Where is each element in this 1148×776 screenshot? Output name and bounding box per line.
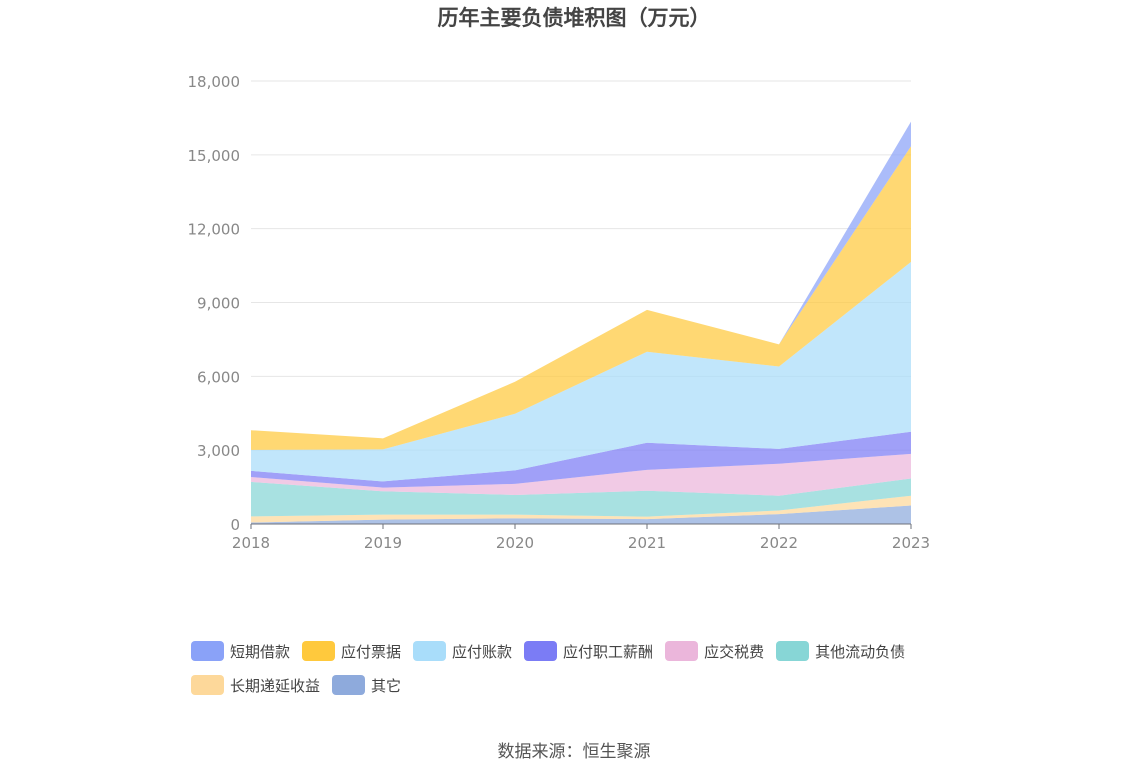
legend-label: 应交税费 (704, 642, 765, 661)
legend-label: 长期递延收益 (230, 676, 321, 695)
legend-swatch (524, 641, 558, 661)
stacked-area-chart: 0 3,000 6,000 9,000 12,000 15,000 18,000 2018 20… (188, 73, 931, 552)
legend-item-deferred-income[interactable]: 长期递延收益 (191, 674, 320, 696)
y-tick-label: 15,000 (188, 147, 241, 165)
y-tick-label: 18,000 (188, 73, 241, 91)
legend-label: 其它 (371, 676, 402, 695)
legend-swatch (191, 641, 224, 661)
legend-item-notes-payable[interactable]: 应付票据 (302, 640, 401, 662)
area-series (251, 453, 911, 496)
legend-item-payroll-payable[interactable]: 应付职工薪酬 (524, 640, 653, 662)
area-series (251, 261, 911, 482)
x-tick-label: 2021 (628, 534, 666, 552)
legend-swatch (332, 675, 366, 695)
legend-label: 应付账款 (452, 642, 513, 661)
y-tick-label: 6,000 (197, 368, 240, 386)
y-tick-label: 12,000 (188, 221, 241, 239)
y-tick-label: 0 (230, 516, 240, 534)
legend-item-other[interactable]: 其它 (332, 674, 401, 696)
y-tick-label: 3,000 (197, 442, 240, 460)
chart-title: 历年主要负债堆积图（万元） (437, 6, 711, 30)
x-tick-label: 2020 (496, 534, 534, 552)
legend-item-taxes-payable[interactable]: 应交税费 (665, 640, 764, 662)
legend-item-accounts-payable[interactable]: 应付账款 (413, 640, 512, 662)
x-tick-label: 2023 (892, 534, 930, 552)
x-tick-label: 2022 (760, 534, 798, 552)
area-series (251, 495, 911, 523)
legend-label: 其他流动负债 (815, 642, 906, 661)
legend-swatch (413, 641, 447, 661)
legend-swatch (776, 641, 810, 661)
legend-swatch (665, 641, 699, 661)
area-series (251, 431, 911, 488)
legend-label: 短期借款 (230, 642, 291, 661)
area-series (251, 505, 911, 524)
legend-item-short-term-loans[interactable]: 短期借款 (191, 640, 290, 662)
legend-swatch (191, 675, 224, 695)
legend-swatch (302, 641, 336, 661)
legend-label: 应付职工薪酬 (563, 642, 654, 661)
legend-label: 应付票据 (341, 642, 402, 661)
y-tick-label: 9,000 (197, 295, 240, 313)
data-source-note: 数据来源：恒生聚源 (497, 742, 651, 762)
x-tick-label: 2019 (364, 534, 402, 552)
area-series (251, 478, 911, 517)
chart-legend: 短期借款 应付票据 应付账款 应付职工薪酬 应交税费 其他流动负债 长期递延收益 (191, 640, 991, 708)
legend-item-other-current-liabilities[interactable]: 其他流动负债 (776, 640, 905, 662)
x-tick-label: 2018 (232, 534, 270, 552)
